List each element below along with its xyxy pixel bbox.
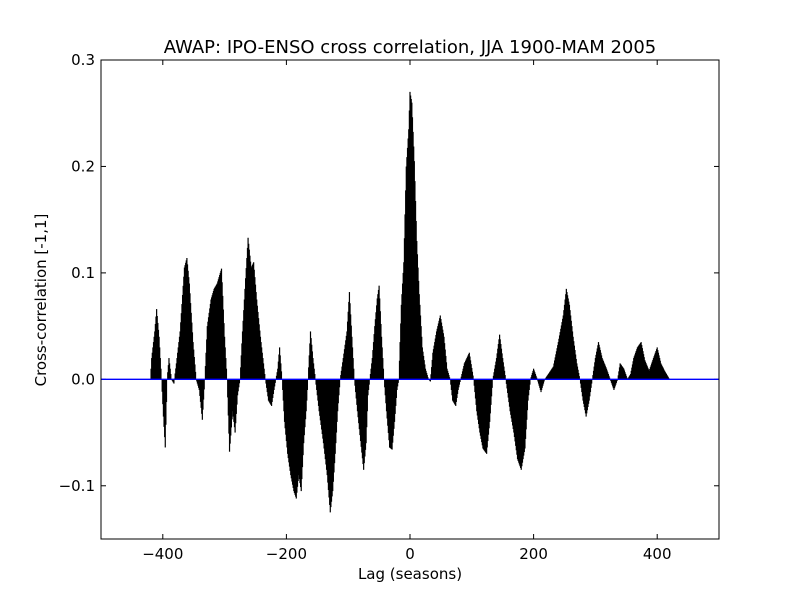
bars-group bbox=[150, 91, 670, 513]
x-tick-label: −200 bbox=[266, 545, 307, 563]
plot-frame bbox=[100, 59, 720, 540]
x-axis-label: Lag (seasons) bbox=[358, 565, 462, 583]
chart-title: AWAP: IPO-ENSO cross correlation, JJA 19… bbox=[164, 37, 657, 58]
y-tick-label: 0.0 bbox=[71, 370, 95, 388]
x-tick-label: 200 bbox=[519, 545, 548, 563]
x-tick-label: 0 bbox=[405, 545, 415, 563]
y-axis-label: Cross-correlation [-1,1] bbox=[32, 214, 50, 387]
x-tick-label: 400 bbox=[643, 545, 672, 563]
y-tick-label: 0.1 bbox=[71, 264, 95, 282]
x-tick-label: −400 bbox=[142, 545, 183, 563]
y-tick-label: 0.2 bbox=[71, 157, 95, 175]
y-tick-label: 0.3 bbox=[71, 51, 95, 69]
ticks-group: −400 −200 0 200 400 −0.1 0.0 0.1 0.2 0.3 bbox=[59, 51, 719, 563]
y-tick-label: −0.1 bbox=[59, 477, 95, 495]
